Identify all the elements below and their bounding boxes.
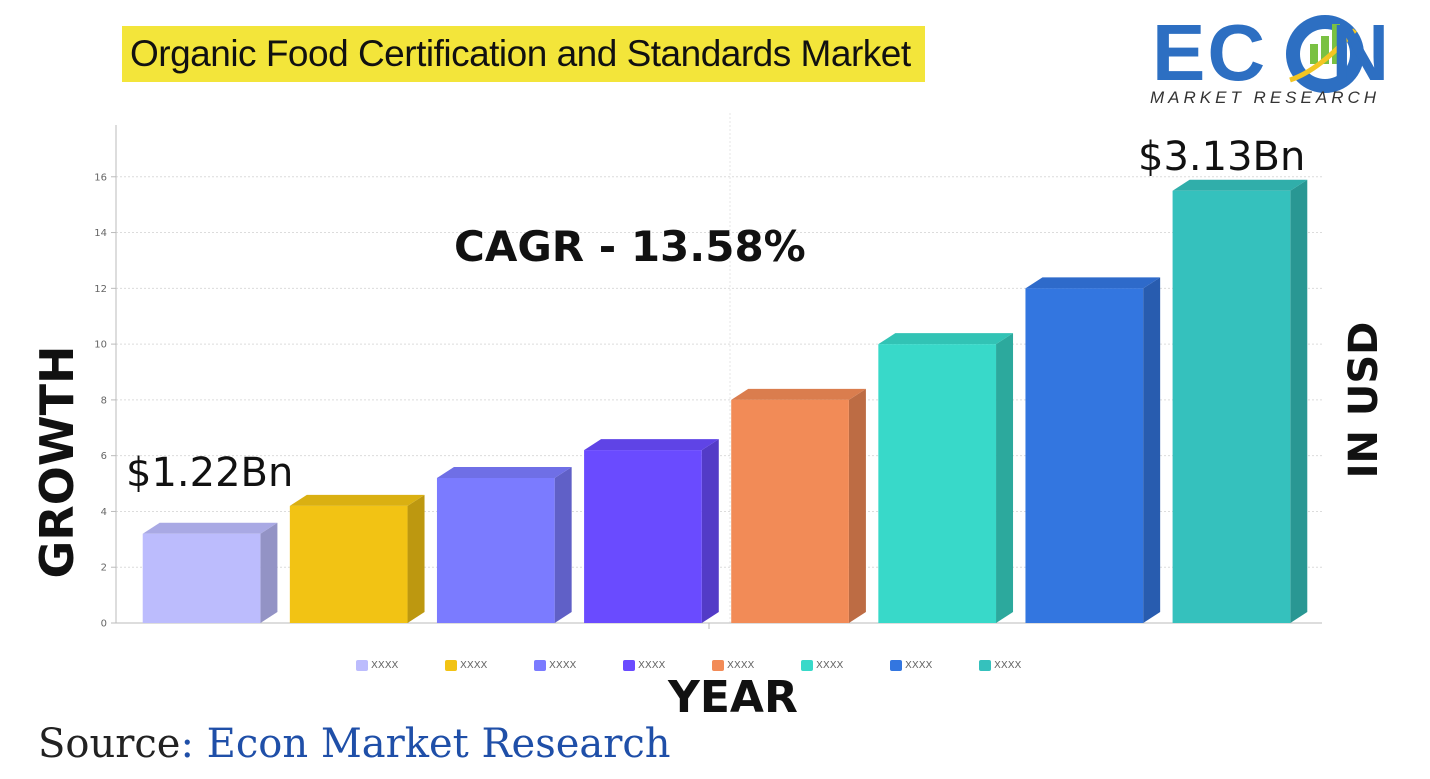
bar-top: [731, 388, 866, 400]
legend-label: XXXX: [638, 660, 666, 671]
source-prefix: Source: [38, 721, 181, 767]
bar: [1172, 190, 1291, 623]
bar-side: [554, 466, 572, 623]
legend-swatch: [623, 660, 635, 671]
legend-item[interactable]: XXXX: [979, 660, 1021, 671]
logo-graphic: [1286, 15, 1364, 93]
bar: [878, 344, 997, 623]
chart-title: Organic Food Certification and Standards…: [130, 33, 911, 74]
y-axis-label: GROWTH: [30, 345, 84, 579]
y-tick-label: 0: [101, 619, 107, 630]
legend-label: XXXX: [816, 660, 844, 671]
logo-bar-3: [1332, 24, 1340, 64]
logo-swoosh: [1289, 28, 1357, 83]
bar-top: [436, 466, 572, 478]
bar: [584, 450, 702, 623]
first-value-annotation: $1.22Bn: [126, 450, 294, 496]
logo-wordmark: ECON: [1152, 8, 1392, 97]
legend-swatch: [534, 660, 546, 671]
last-value-annotation: $3.13Bn: [1138, 134, 1306, 180]
y-tick-label: 16: [94, 172, 107, 183]
econ-logo: ECON MARKET RESEARCH: [1140, 10, 1412, 110]
right-axis-label: IN USD: [1341, 321, 1387, 479]
legend-item[interactable]: XXXX: [623, 660, 665, 671]
bar-side: [701, 439, 719, 623]
legend-swatch: [890, 660, 902, 671]
legend-label: XXXX: [905, 660, 933, 671]
source-line: Source: Econ Market Research: [38, 721, 671, 767]
bar: [289, 505, 408, 623]
bar-side: [1143, 277, 1161, 623]
x-axis-label: YEAR: [668, 672, 798, 723]
y-tick-label: 2: [101, 563, 107, 574]
legend-item[interactable]: XXXX: [534, 660, 576, 671]
legend-item[interactable]: XXXX: [445, 660, 487, 671]
legend-item[interactable]: XXXX: [801, 660, 843, 671]
legend-item[interactable]: XXXX: [356, 660, 398, 671]
logo-ring: [1286, 15, 1364, 93]
legend-item[interactable]: XXXX: [712, 660, 754, 671]
bar-side: [1290, 179, 1308, 623]
legend-label: XXXX: [994, 660, 1022, 671]
title-highlight: Organic Food Certification and Standards…: [122, 26, 925, 82]
legend-label: XXXX: [460, 660, 488, 671]
y-tick-label: 14: [94, 228, 107, 239]
legend-label: XXXX: [549, 660, 577, 671]
logo-bar-1: [1310, 44, 1318, 64]
y-tick-label: 8: [101, 395, 107, 406]
cagr-annotation: CAGR - 13.58%: [454, 222, 806, 271]
bar-top: [878, 333, 1014, 345]
source-name: Econ Market Research: [206, 721, 671, 767]
legend-label: XXXX: [727, 660, 755, 671]
y-tick-label: 4: [101, 507, 107, 518]
bar-side: [848, 388, 866, 623]
legend-swatch: [801, 660, 813, 671]
legend-item[interactable]: XXXX: [890, 660, 932, 671]
bar-top: [584, 439, 719, 451]
legend-swatch: [356, 660, 368, 671]
legend-label: XXXX: [371, 660, 399, 671]
logo-bar-2: [1321, 36, 1329, 64]
bar-side: [260, 522, 278, 623]
y-tick-label: 6: [101, 451, 107, 462]
legend-swatch: [712, 660, 724, 671]
y-tick-label: 10: [94, 340, 107, 351]
bar: [436, 477, 555, 623]
bar-top: [1025, 277, 1161, 289]
logo-subtitle: MARKET RESEARCH: [1150, 88, 1381, 107]
legend-swatch: [979, 660, 991, 671]
bar-top: [1172, 179, 1308, 191]
legend-swatch: [445, 660, 457, 671]
bar-top: [289, 494, 425, 506]
bar-side: [996, 333, 1014, 623]
bar: [142, 533, 261, 623]
source-separator: :: [180, 721, 207, 767]
bar: [731, 399, 849, 623]
bar-top: [142, 522, 278, 534]
y-tick-label: 12: [94, 284, 107, 295]
bar: [1025, 288, 1144, 623]
bar-side: [407, 494, 425, 623]
